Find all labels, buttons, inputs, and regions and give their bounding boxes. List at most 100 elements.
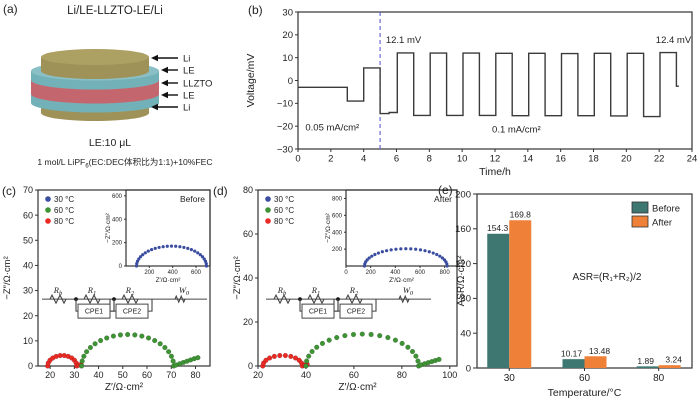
bar-before xyxy=(636,366,659,368)
circuit-branch xyxy=(337,299,340,312)
data-point xyxy=(377,333,383,339)
bar-value-label: 154.3 xyxy=(487,223,509,233)
panel-d: 20 40 60 80 100 0 20 40 60 80 Z′/Ω·cm² −Z″/Ω·cm² 30 … xyxy=(230,182,462,400)
inset-data-point xyxy=(409,247,413,251)
resistor-rb xyxy=(273,293,291,305)
legend-marker xyxy=(265,218,271,224)
data-point xyxy=(79,358,85,364)
bar-value-label: 13.48 xyxy=(589,346,611,356)
inset-data-point xyxy=(189,248,193,252)
y-tick-label: 0 xyxy=(248,361,253,371)
inset-data-point xyxy=(204,264,209,268)
circuit-label: Rb xyxy=(53,285,63,297)
inset-data-point xyxy=(389,248,393,252)
y-tick-label: 400 xyxy=(332,230,343,236)
data-point xyxy=(282,352,289,359)
panel-e-label: (e) xyxy=(438,183,453,197)
data-point xyxy=(436,356,442,363)
circuit-branch xyxy=(148,299,153,312)
data-point xyxy=(92,341,98,347)
inset-data-point xyxy=(198,253,202,257)
legend-marker xyxy=(45,218,51,224)
inset-data-point xyxy=(146,249,150,253)
y-tick-label: 80 xyxy=(460,294,471,305)
data-point xyxy=(306,353,312,359)
cell-stack-title: Li/LE-LLZTO-LE/Li xyxy=(67,5,163,17)
x-tick-label: 18 xyxy=(588,154,599,165)
inset-data-point xyxy=(143,251,147,255)
inset-data-point xyxy=(365,258,369,262)
x-tick-label: 22 xyxy=(654,154,665,165)
x-tick-label: 400 xyxy=(390,270,401,276)
layer-arrowhead xyxy=(161,79,168,87)
panel-c-label: (c) xyxy=(2,184,16,198)
y-tick-label: 200 xyxy=(112,241,123,247)
resistor-rb xyxy=(49,293,67,305)
inset-data-point xyxy=(440,256,445,260)
x-tick-label: 16 xyxy=(555,154,566,165)
inset-x-label: Z′/Ω·cm² xyxy=(156,277,182,284)
x-tick-label: 20 xyxy=(45,370,55,380)
inset-data-point xyxy=(376,251,381,255)
x-tick-label: 60 xyxy=(142,370,152,380)
data-point xyxy=(326,337,332,343)
annotation: 12.1 mV xyxy=(386,35,422,46)
x-tick-label: 20 xyxy=(621,154,632,165)
x-tick-label: 12 xyxy=(490,154,501,165)
inset-data-point xyxy=(435,252,439,257)
y-tick-label: 600 xyxy=(332,213,343,219)
plot-frame xyxy=(125,189,211,267)
resistor-r2 xyxy=(121,293,139,305)
y-tick-label: 40 xyxy=(460,329,471,340)
inset-data-point xyxy=(367,256,371,260)
layer-label: Li xyxy=(183,102,190,113)
x-tick-label: 24 xyxy=(687,154,698,165)
x-tick-label: 600 xyxy=(191,270,202,276)
data-point xyxy=(110,333,117,339)
y-tick-label: 80 xyxy=(243,185,253,195)
x-tick-label: 40 xyxy=(94,370,104,380)
inset-title: After xyxy=(434,194,452,204)
circuit-label: R1 xyxy=(87,285,96,297)
inset-data-point xyxy=(169,244,174,248)
circuit-node xyxy=(298,297,302,302)
layer-arrowhead xyxy=(151,103,158,111)
y-tick-label: 30 xyxy=(23,286,33,296)
inset-data-point xyxy=(204,262,208,266)
annotation: 0.05 mA/cm² xyxy=(305,123,359,134)
y-tick-label: 40 xyxy=(23,261,33,271)
data-point xyxy=(385,334,391,341)
circuit-node xyxy=(74,297,78,302)
cpe1-box xyxy=(77,303,111,319)
circuit-label: Rb xyxy=(277,285,287,297)
y-axis-label: −Z″/Ω·cm² xyxy=(232,256,243,299)
legend-marker xyxy=(45,196,51,202)
formula-sub: 6 xyxy=(85,163,89,170)
inset-data-point xyxy=(445,264,449,268)
y-tick-label: −20 xyxy=(277,121,293,132)
data-point xyxy=(87,344,94,351)
x-tick-label: 2 xyxy=(328,154,333,165)
inset-data-point xyxy=(178,245,182,249)
data-point xyxy=(157,341,163,347)
x-tick-label: 10 xyxy=(457,154,468,165)
y-tick-label: 30 xyxy=(282,7,293,18)
y-tick-label: 120 xyxy=(455,259,471,270)
x-tick-label: 30 xyxy=(69,370,79,380)
y-tick-label: 60 xyxy=(23,210,33,220)
cpe2-box xyxy=(115,303,149,319)
resistor-r1 xyxy=(307,293,325,305)
inset-data-point xyxy=(380,250,384,254)
y-tick-label: 60 xyxy=(243,229,253,239)
inset-data-point xyxy=(174,244,178,248)
x-axis-label: Temperature/°C xyxy=(548,387,622,399)
warburg-element xyxy=(174,294,186,304)
y-tick-label: 50 xyxy=(23,235,33,245)
data-point xyxy=(124,331,131,338)
data-point xyxy=(368,331,374,338)
cpe1-label: CPE1 xyxy=(85,309,103,316)
y-tick-label: 0 xyxy=(288,76,293,87)
circuit-label: R2 xyxy=(125,285,135,297)
electrolyte-formula-text: 1 mol/L LiPF6(EC:DEC体积比为1:1)+10%FEC xyxy=(2,156,248,170)
